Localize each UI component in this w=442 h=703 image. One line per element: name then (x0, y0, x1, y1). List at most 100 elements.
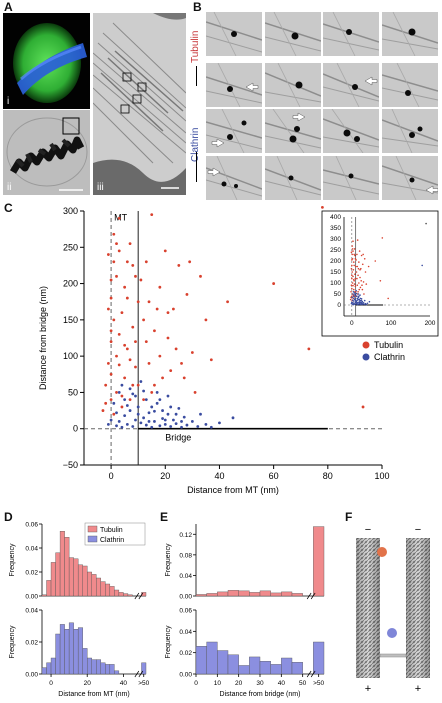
gold-particle (404, 89, 411, 96)
clathrin-point (134, 394, 137, 398)
tubulin-bar (217, 591, 229, 597)
inset-clathrin-point (356, 295, 358, 297)
inset-tubulin-point (352, 240, 354, 242)
em-tile (264, 155, 321, 200)
tubulin-point (139, 278, 143, 282)
inset-tubulin-point (351, 282, 354, 284)
tubulin-bar (82, 565, 88, 597)
x-tick-label: >50 (313, 680, 324, 687)
gold-particle (293, 126, 300, 132)
gold-particle (409, 177, 414, 182)
inset-tubulin-point (379, 280, 382, 282)
tubulin-point (174, 347, 178, 351)
clathrin-bar (313, 641, 325, 675)
clathrin-point (123, 414, 127, 418)
clathrin-point (147, 411, 151, 415)
clathrin-point (199, 412, 202, 416)
clathrin-point (144, 398, 148, 402)
tile-fiber (264, 122, 321, 140)
clathrin-point (131, 425, 135, 428)
tubulin-point (150, 391, 154, 394)
tile-fiber (264, 71, 321, 97)
inset-clathrin-point (350, 302, 353, 305)
tubulin-bar (249, 592, 261, 597)
tile-fiber (272, 109, 304, 153)
histogram-chart-e: 0.00 0.04 0.08 0.12 Frequency 0.00 0.02 0.04 0.0… (165, 524, 325, 698)
inset-tubulin-point (358, 282, 360, 284)
tubulin-point (128, 358, 132, 362)
y-tick-label: 0.00 (179, 594, 192, 601)
x-tick-label: 10 (214, 680, 222, 687)
legend-swatch-tubulin (87, 525, 98, 533)
inset-clathrin-point (351, 301, 353, 304)
panel-label-f: F (345, 510, 353, 524)
tubulin-point (142, 398, 146, 402)
em-tile (381, 109, 438, 153)
tubulin-bar (41, 594, 47, 597)
chart-c-axes: 0 20 40 60 80 100 −50 0 50 100 150 200 250 300 Distanc… (38, 206, 390, 495)
tile-fiber (391, 109, 412, 153)
y-tick-label: 0.04 (25, 608, 38, 615)
sub-label-iii: iii (97, 182, 104, 193)
clathrin-point (155, 391, 159, 394)
microtubule-schematic: − − + + (356, 524, 430, 695)
clathrin-point (136, 412, 140, 416)
tile-fiber (381, 38, 438, 50)
gold-particle (241, 120, 247, 126)
em-tile (323, 109, 379, 153)
tubulin-point (109, 329, 113, 333)
inset-clathrin-point (351, 299, 354, 301)
inset-tubulin-point (367, 265, 370, 268)
tubulin-point (120, 311, 124, 314)
inset-x-tick-label: 200 (425, 320, 436, 327)
legend-swatch-clathrin (87, 535, 98, 543)
inset-tubulin-point (352, 261, 355, 263)
clathrin-point (144, 423, 148, 427)
sub-label-i: i (7, 96, 10, 107)
y-tick-label: 0.06 (25, 522, 38, 529)
inset-tubulin-point (351, 245, 354, 247)
tile-fiber (217, 62, 241, 107)
y-tick-label: 0.06 (179, 608, 192, 615)
tubulin-point (123, 285, 127, 289)
inset-tubulin-point (362, 253, 364, 256)
gold-particle (408, 132, 415, 138)
tubulin-point (272, 282, 276, 285)
inset-tubulin-point (356, 265, 359, 268)
inset-tubulin-point (354, 277, 357, 280)
inset-tubulin-point (362, 281, 365, 283)
tile-fiber (395, 155, 416, 200)
inset-tubulin-point (352, 250, 354, 252)
tile-background (206, 62, 262, 107)
clathrin-bar (87, 657, 92, 675)
inset-tubulin-point (365, 283, 368, 285)
microtubule-right (406, 538, 430, 678)
inset-y-tick-label: 350 (330, 225, 341, 232)
inset-clathrin-point (357, 293, 360, 295)
inset-tubulin-point (358, 250, 361, 252)
y-tick-label: 0.12 (179, 532, 192, 539)
inset-clathrin-point (359, 294, 361, 296)
tubulin-point (226, 300, 229, 304)
clathrin-point (115, 424, 118, 428)
em-tile (264, 62, 321, 107)
tubulin-bar (59, 531, 65, 597)
y-axis-label: Frequency (165, 625, 172, 659)
plus-end-left: + (365, 683, 371, 695)
tubulin-point (136, 383, 140, 387)
em-tile (206, 109, 262, 153)
tubulin-point (112, 260, 116, 264)
histogram-chart-d: 0.00 0.02 0.04 0.06 Frequency 0.00 0.02 0.04 Fre… (9, 522, 150, 699)
tubulin-point (144, 260, 148, 264)
em-high-mag-image: iii (93, 13, 186, 195)
tubulin-point (134, 274, 137, 278)
inset-tubulin-point (352, 275, 354, 278)
tubulin-point (158, 354, 162, 358)
inset-tubulin-point (374, 260, 377, 262)
tubulin-point (125, 260, 129, 264)
immunogold-grid (206, 12, 440, 200)
tubulin-point (131, 383, 135, 387)
x-tick-label: >50 (138, 680, 149, 687)
inset-x-tick-label: 100 (385, 320, 396, 327)
em-tile (206, 62, 262, 107)
